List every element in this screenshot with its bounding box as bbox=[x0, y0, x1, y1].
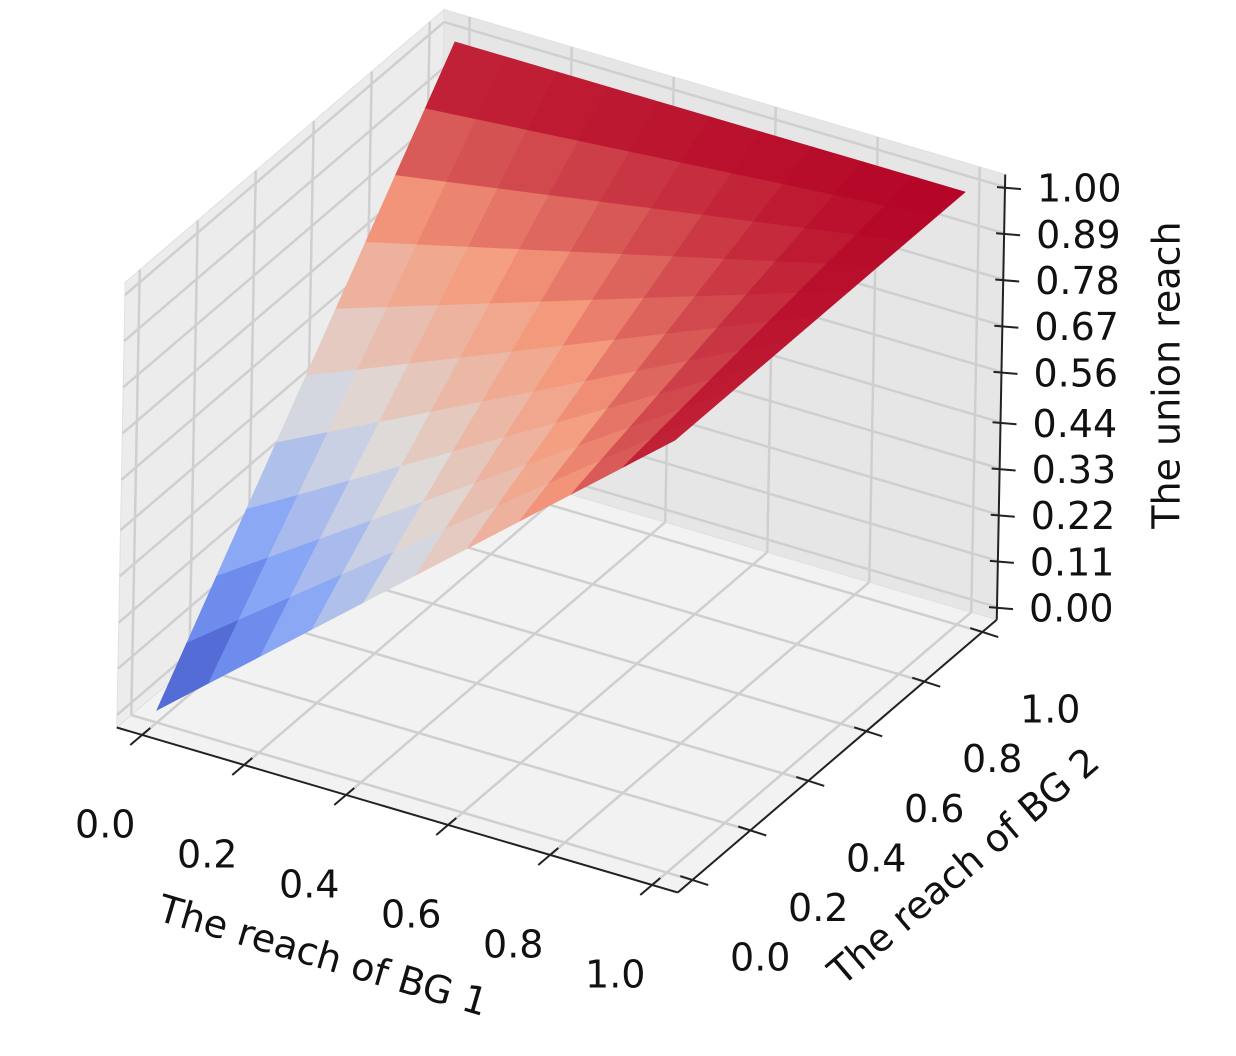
x-axis-label: The reach of BG 1 bbox=[152, 886, 493, 1025]
grid-line bbox=[443, 20, 1006, 189]
z-tick bbox=[990, 513, 1015, 518]
x-tick bbox=[333, 787, 355, 806]
z-tick-label: 0.22 bbox=[1031, 494, 1116, 538]
y-tick-label: 0.8 bbox=[962, 737, 1022, 781]
z-tick-label: 0.89 bbox=[1036, 213, 1121, 257]
axis-line bbox=[116, 726, 679, 894]
grid-line bbox=[130, 713, 693, 882]
z-tick bbox=[995, 278, 1020, 283]
y-tick-label: 0.6 bbox=[904, 787, 964, 831]
z-tick bbox=[994, 324, 1019, 329]
x-tick-label: 0.6 bbox=[381, 893, 441, 937]
z-tick bbox=[993, 370, 1018, 375]
z-tick-label: 0.44 bbox=[1033, 402, 1118, 446]
grid-line bbox=[243, 491, 565, 766]
grid-line bbox=[130, 269, 141, 716]
y-tick bbox=[853, 726, 883, 738]
z-tick-label: 0.67 bbox=[1034, 305, 1119, 349]
x-tick-label: 0.8 bbox=[483, 923, 543, 967]
z-tick-label: 0.33 bbox=[1032, 448, 1117, 492]
y-tick bbox=[737, 825, 767, 837]
z-tick-label: 0.11 bbox=[1030, 540, 1115, 584]
grid-line bbox=[651, 611, 973, 886]
z-tick bbox=[988, 606, 1014, 611]
y-tick bbox=[911, 676, 941, 688]
y-tick-label: 1.0 bbox=[1020, 688, 1080, 732]
x-tick-label: 1.0 bbox=[585, 953, 645, 997]
z-tick-label: 0.56 bbox=[1033, 351, 1118, 395]
grid-line bbox=[188, 220, 199, 666]
grid-line bbox=[970, 166, 981, 613]
y-tick bbox=[795, 775, 825, 787]
z-tick bbox=[992, 421, 1017, 426]
z-tick-label: 0.78 bbox=[1035, 259, 1120, 303]
z-tick bbox=[989, 559, 1014, 564]
grid-line bbox=[124, 21, 445, 296]
x-tick bbox=[537, 847, 559, 866]
axis-line bbox=[995, 174, 1007, 620]
grid-line bbox=[246, 614, 809, 783]
y-tick-label: 0.2 bbox=[788, 886, 848, 930]
grid-line bbox=[188, 664, 751, 832]
y-tick-label: 0.0 bbox=[730, 936, 790, 980]
x-tick-label: 0.4 bbox=[279, 863, 339, 907]
x-tick-label: 0.2 bbox=[177, 833, 237, 877]
y-tick-label: 0.4 bbox=[846, 836, 906, 880]
x-tick bbox=[231, 757, 253, 776]
axis-line bbox=[677, 618, 998, 894]
grid-line bbox=[304, 565, 867, 733]
z-axis-label: The union reach bbox=[1145, 221, 1189, 529]
x-tick-label: 0.0 bbox=[75, 803, 135, 847]
grid-line bbox=[122, 113, 444, 389]
x-tick bbox=[129, 727, 151, 746]
z-tick bbox=[996, 232, 1021, 237]
grid-line bbox=[123, 67, 444, 343]
x-tick bbox=[435, 817, 457, 836]
grid-line bbox=[345, 521, 667, 796]
grid-line bbox=[447, 551, 769, 826]
grid-line bbox=[549, 581, 871, 856]
z-tick-label: 0.00 bbox=[1029, 587, 1114, 631]
z-tick bbox=[996, 186, 1022, 191]
z-tick-label: 1.00 bbox=[1037, 167, 1122, 211]
y-tick bbox=[679, 875, 709, 887]
y-tick bbox=[969, 627, 999, 639]
z-tick bbox=[991, 467, 1016, 472]
surface-face bbox=[622, 414, 705, 468]
x-tick bbox=[639, 877, 661, 896]
